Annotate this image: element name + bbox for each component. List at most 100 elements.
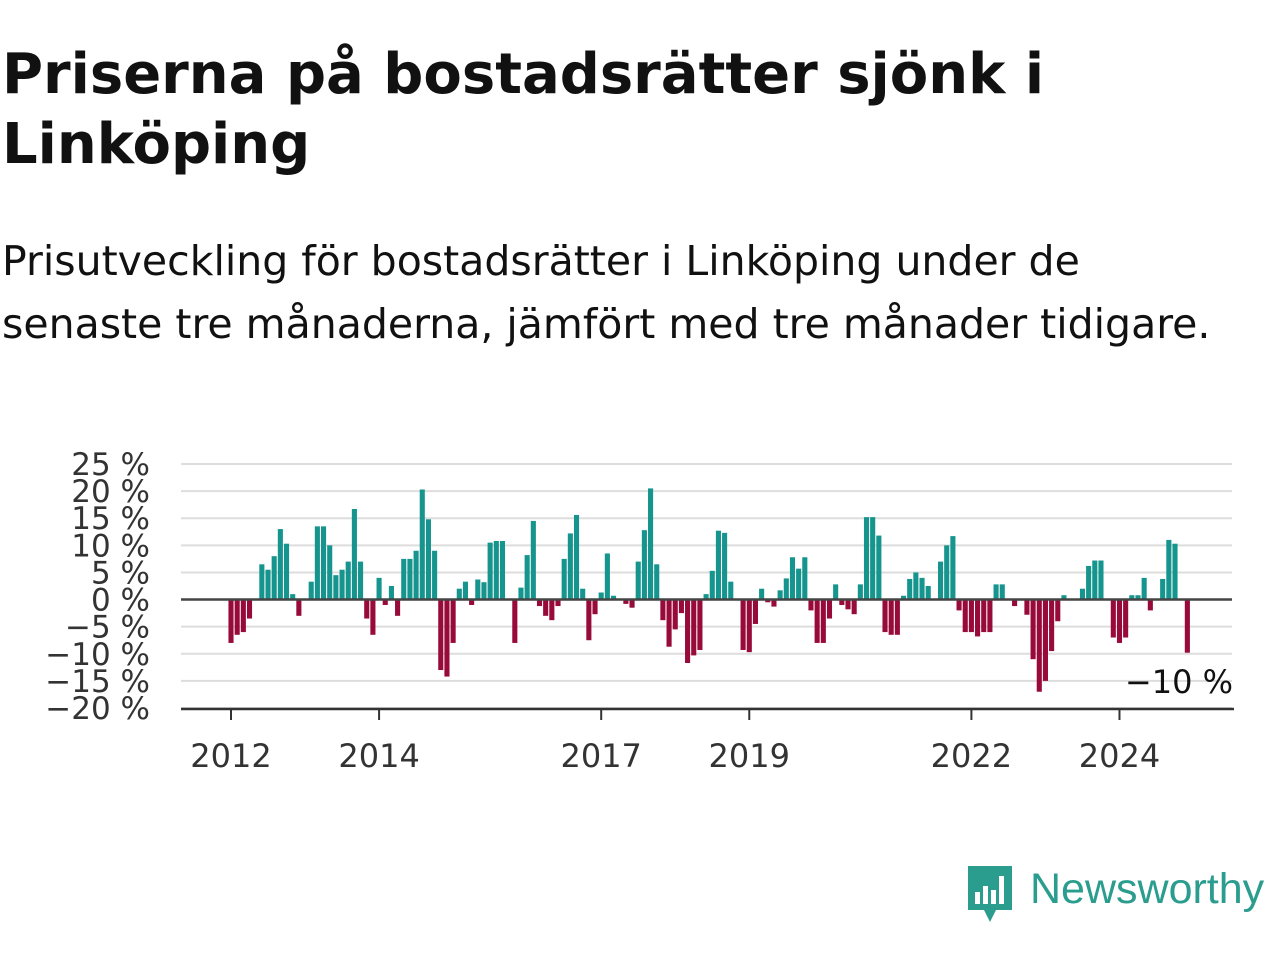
bar: [475, 579, 481, 600]
bar: [808, 599, 814, 611]
bar: [604, 553, 610, 600]
x-tick-label: 2017: [560, 737, 641, 775]
bar: [876, 535, 882, 600]
bar: [290, 594, 296, 600]
bar: [573, 514, 580, 600]
page-title: Priserna på bostadsrätter sjönk i Linköp…: [2, 42, 1045, 177]
bar: [413, 550, 419, 600]
bar: [666, 599, 672, 647]
bar: [833, 584, 839, 600]
bar: [654, 564, 660, 600]
y-tick-label: −5 %: [65, 610, 150, 646]
bar: [697, 599, 703, 650]
bar: [499, 540, 506, 600]
y-tick-label: −20 %: [45, 691, 150, 727]
bar: [493, 540, 499, 600]
bar: [802, 557, 808, 600]
bar: [882, 599, 888, 633]
bar: [913, 572, 919, 600]
bar: [863, 517, 870, 600]
bar: [240, 599, 246, 633]
bar: [1024, 599, 1030, 615]
bar: [722, 532, 728, 600]
bar: [987, 599, 993, 633]
bar: [870, 517, 876, 600]
bar: [283, 543, 290, 600]
bar: [894, 599, 900, 635]
bar: [740, 599, 746, 650]
bar: [358, 561, 364, 600]
bar: [956, 599, 962, 611]
bar: [950, 536, 956, 600]
bar: [259, 564, 265, 600]
bar: [549, 599, 555, 621]
bar: [1166, 539, 1172, 600]
x-tick-label: 2022: [931, 737, 1012, 775]
bar: [580, 588, 586, 600]
bar: [1129, 595, 1135, 600]
bar: [1030, 599, 1036, 660]
bar: [586, 599, 592, 641]
bar: [1141, 577, 1147, 600]
bar: [265, 569, 271, 600]
bar: [382, 599, 388, 605]
bar: [777, 590, 783, 600]
page-subtitle: Prisutveckling för bostadsrätter i Linkö…: [2, 237, 1211, 348]
bar: [536, 599, 543, 607]
bar: [512, 599, 518, 643]
bar: [419, 489, 425, 600]
bar: [648, 488, 654, 600]
bar: [401, 558, 407, 600]
bar: [432, 550, 438, 600]
bar: [993, 584, 999, 600]
bar: [327, 545, 333, 600]
brand-name: Newsworthy: [1030, 864, 1265, 913]
bar: [246, 599, 253, 619]
x-tick-label: 2019: [709, 737, 790, 775]
bar: [1160, 578, 1166, 600]
bar: [1042, 599, 1048, 681]
bar: [450, 599, 456, 643]
bar: [709, 570, 715, 600]
bar: [339, 569, 345, 600]
bar: [321, 526, 327, 600]
bar: [1061, 595, 1067, 600]
bar: [1079, 588, 1086, 600]
bar: [518, 587, 524, 600]
bar: [944, 545, 950, 600]
bar: [641, 530, 647, 600]
bar: [796, 568, 802, 600]
bar: [752, 599, 758, 624]
bar: [857, 584, 863, 600]
bar: [481, 582, 487, 600]
bar: [277, 529, 283, 600]
bar: [456, 588, 462, 600]
bar: [524, 555, 530, 600]
bar: [789, 557, 796, 600]
bar: [851, 599, 857, 615]
bar: [364, 599, 370, 619]
bar: [388, 586, 394, 600]
bar: [975, 599, 981, 637]
bar: [925, 586, 931, 600]
bar: [888, 599, 894, 635]
bar: [820, 599, 826, 643]
bar: [610, 595, 617, 600]
bar: [271, 556, 277, 600]
y-tick-label: 5 %: [91, 555, 150, 591]
bar: [783, 578, 789, 600]
bar: [962, 599, 968, 633]
bar: [228, 599, 234, 643]
bar: [308, 581, 314, 600]
bar: [900, 595, 907, 600]
y-tick-label: −10 %: [45, 637, 150, 673]
bar: [938, 561, 944, 600]
y-tick-label: 10 %: [71, 528, 150, 564]
bar: [771, 599, 777, 607]
bar: [715, 530, 721, 600]
bar: [376, 577, 382, 600]
bar: [487, 542, 493, 600]
bar: [1184, 599, 1190, 653]
bar: [623, 599, 629, 604]
brand: Newsworthy: [964, 862, 1264, 926]
